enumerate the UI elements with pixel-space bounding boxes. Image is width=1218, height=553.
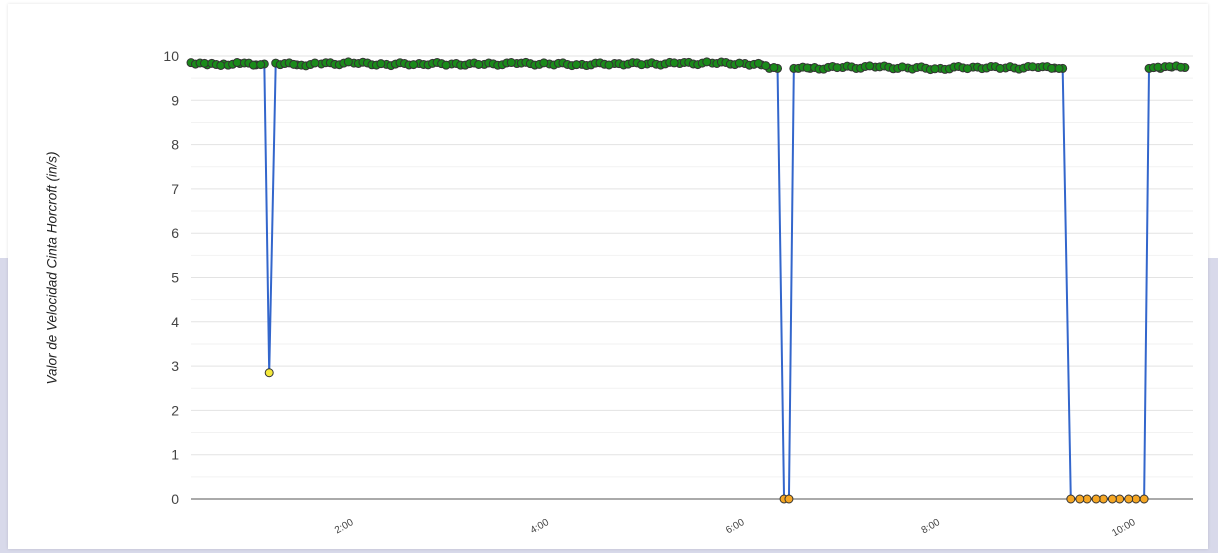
y-tick-label: 5 [171, 270, 179, 286]
data-point-dense [897, 62, 907, 72]
data-point-dense [1107, 494, 1117, 504]
y-tick-label: 6 [171, 225, 179, 241]
data-point-dense [310, 58, 320, 68]
data-point-dense [506, 58, 516, 68]
data-point-dense [702, 57, 712, 67]
x-tick-label: 2:00 [333, 517, 356, 536]
data-point-dense [995, 63, 1005, 73]
data-point-dense [669, 58, 679, 68]
data-point-dense [1091, 494, 1101, 504]
data-point-dense [1075, 494, 1085, 504]
x-tick-label: 10:00 [1110, 517, 1138, 539]
data-point [1139, 494, 1149, 504]
y-tick-label: 9 [171, 92, 179, 108]
x-tick-label: 4:00 [529, 517, 552, 536]
data-point-dense [865, 61, 875, 71]
data-point-dense [248, 60, 258, 70]
y-tick-label: 4 [171, 314, 179, 330]
data-point-dense [474, 59, 484, 69]
data-point-dense [216, 60, 226, 70]
data-point-dense [604, 60, 614, 70]
data-point-dense [637, 60, 647, 70]
data-point-dense [761, 61, 771, 71]
data-point-dense [832, 63, 842, 73]
data-point-dense [802, 63, 812, 73]
data-point-dense [289, 59, 299, 69]
data-point-dense [343, 57, 353, 67]
y-tick-label: 10 [163, 48, 179, 64]
data-point [1066, 494, 1076, 504]
data-point-dense [962, 64, 972, 74]
data-point-dense [1124, 494, 1134, 504]
series-line [190, 61, 1185, 500]
chart-card [8, 4, 1208, 549]
data-point-dense [769, 63, 779, 73]
data-point-dense [441, 60, 451, 70]
y-tick-label: 2 [171, 402, 179, 418]
x-tick-label: 8:00 [920, 517, 943, 536]
y-tick-label: 7 [171, 181, 179, 197]
data-point-dense [376, 59, 386, 69]
data-point-dense [1054, 63, 1064, 73]
y-tick-label: 0 [171, 491, 179, 507]
y-tick-label: 3 [171, 358, 179, 374]
data-point-dense [734, 58, 744, 68]
data-point-dense [930, 64, 940, 74]
y-tick-label: 8 [171, 137, 179, 153]
data-point-dense [571, 60, 581, 70]
data-point [784, 494, 794, 504]
data-point [264, 368, 274, 378]
data-point-dense [753, 58, 763, 68]
data-point-dense [409, 60, 419, 70]
y-tick-label: 1 [171, 447, 179, 463]
data-point-dense [1176, 62, 1186, 72]
x-tick-label: 6:00 [724, 517, 747, 536]
data-point-dense [1028, 62, 1038, 72]
data-point-dense [232, 58, 242, 68]
data-point-dense [256, 60, 266, 70]
data-point-dense [539, 58, 549, 68]
